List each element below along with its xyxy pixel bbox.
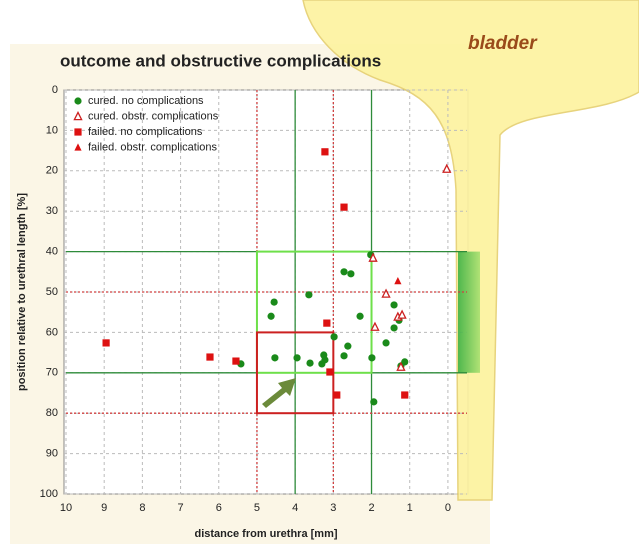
y-axis-label: position relative to urethral length [%]	[16, 193, 28, 391]
point	[347, 270, 354, 277]
y-tick-label: 100	[40, 488, 58, 500]
legend-label: failed. obstr. complications	[88, 141, 218, 153]
point	[330, 333, 337, 340]
x-tick-label: 3	[330, 502, 336, 514]
x-tick-label: 9	[101, 502, 107, 514]
bladder-label: bladder	[468, 33, 538, 54]
point	[333, 391, 340, 398]
point	[321, 148, 328, 155]
point	[232, 357, 239, 364]
point	[401, 391, 408, 398]
point	[271, 299, 278, 306]
legend-label: failed. no complications	[88, 126, 203, 138]
point	[382, 339, 389, 346]
chart-title: outcome and obstructive complications	[60, 51, 381, 70]
y-tick-label: 80	[46, 407, 58, 419]
point	[368, 354, 375, 361]
legend-label: cured. no complications	[88, 95, 204, 107]
x-tick-label: 10	[60, 502, 72, 514]
x-tick-label: 0	[445, 502, 451, 514]
point	[305, 291, 312, 298]
point	[206, 353, 213, 360]
point	[321, 356, 328, 363]
chart: 1098765432100102030405060708090100cured.…	[0, 0, 639, 544]
point	[340, 268, 347, 275]
point	[271, 354, 278, 361]
point	[340, 204, 347, 211]
legend-marker	[74, 128, 81, 135]
x-axis-label: distance from urethra [mm]	[194, 528, 337, 540]
point	[103, 339, 110, 346]
point	[267, 313, 274, 320]
point	[340, 352, 347, 359]
x-tick-label: 6	[216, 502, 222, 514]
point	[344, 343, 351, 350]
x-tick-label: 4	[292, 502, 298, 514]
point	[326, 368, 333, 375]
point	[293, 354, 300, 361]
x-tick-label: 8	[139, 502, 145, 514]
y-tick-label: 90	[46, 448, 58, 460]
legend-marker	[74, 97, 81, 104]
y-tick-label: 60	[46, 326, 58, 338]
y-tick-label: 10	[46, 124, 58, 136]
point	[390, 324, 397, 331]
y-tick-label: 70	[46, 367, 58, 379]
legend-label: cured. obstr. complications	[88, 110, 219, 122]
point	[356, 313, 363, 320]
x-tick-label: 1	[407, 502, 413, 514]
point	[306, 360, 313, 367]
point	[370, 398, 377, 405]
y-tick-label: 50	[46, 286, 58, 298]
highlight-band	[458, 252, 480, 373]
point	[323, 320, 330, 327]
y-tick-label: 20	[46, 165, 58, 177]
x-tick-label: 2	[368, 502, 374, 514]
y-tick-label: 40	[46, 246, 58, 258]
x-tick-label: 5	[254, 502, 260, 514]
x-tick-label: 7	[178, 502, 184, 514]
point	[390, 301, 397, 308]
y-tick-label: 30	[46, 205, 58, 217]
page: {"chart_data": { "type": "scatter", "tit…	[0, 0, 639, 544]
y-tick-label: 0	[52, 84, 58, 96]
